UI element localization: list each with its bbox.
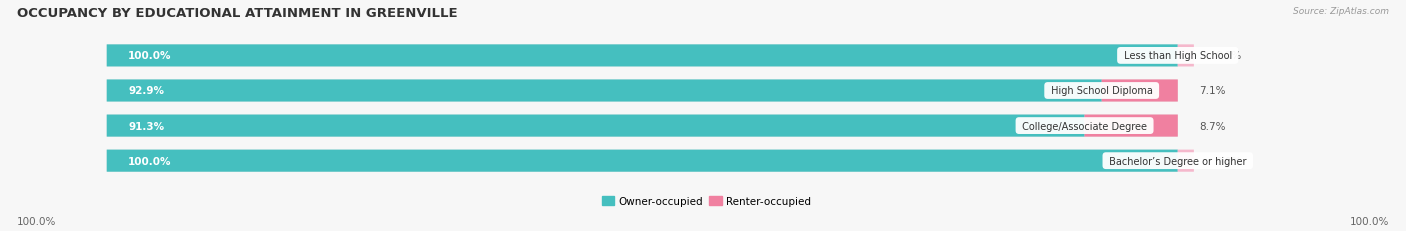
Text: High School Diploma: High School Diploma [1047, 86, 1156, 96]
Text: Bachelor’s Degree or higher: Bachelor’s Degree or higher [1107, 156, 1250, 166]
FancyBboxPatch shape [107, 115, 1178, 137]
Text: 100.0%: 100.0% [128, 156, 172, 166]
FancyBboxPatch shape [1178, 45, 1194, 67]
Text: OCCUPANCY BY EDUCATIONAL ATTAINMENT IN GREENVILLE: OCCUPANCY BY EDUCATIONAL ATTAINMENT IN G… [17, 7, 457, 20]
Text: Source: ZipAtlas.com: Source: ZipAtlas.com [1294, 7, 1389, 16]
FancyBboxPatch shape [1102, 80, 1178, 102]
Text: 7.1%: 7.1% [1199, 86, 1226, 96]
Text: 100.0%: 100.0% [17, 216, 56, 226]
FancyBboxPatch shape [107, 150, 1178, 172]
Text: 100.0%: 100.0% [1350, 216, 1389, 226]
Text: 8.7%: 8.7% [1199, 121, 1226, 131]
Text: 92.9%: 92.9% [128, 86, 165, 96]
FancyBboxPatch shape [107, 80, 1178, 102]
FancyBboxPatch shape [1178, 150, 1194, 172]
FancyBboxPatch shape [107, 45, 1178, 67]
Text: 0.0%: 0.0% [1215, 51, 1241, 61]
FancyBboxPatch shape [1084, 115, 1178, 137]
Text: Less than High School: Less than High School [1121, 51, 1234, 61]
Text: 0.0%: 0.0% [1215, 156, 1241, 166]
Text: 100.0%: 100.0% [128, 51, 172, 61]
Legend: Owner-occupied, Renter-occupied: Owner-occupied, Renter-occupied [602, 197, 811, 207]
FancyBboxPatch shape [107, 45, 1178, 67]
Text: 91.3%: 91.3% [128, 121, 165, 131]
FancyBboxPatch shape [107, 80, 1102, 102]
Text: College/Associate Degree: College/Associate Degree [1019, 121, 1150, 131]
FancyBboxPatch shape [107, 115, 1084, 137]
FancyBboxPatch shape [107, 150, 1178, 172]
